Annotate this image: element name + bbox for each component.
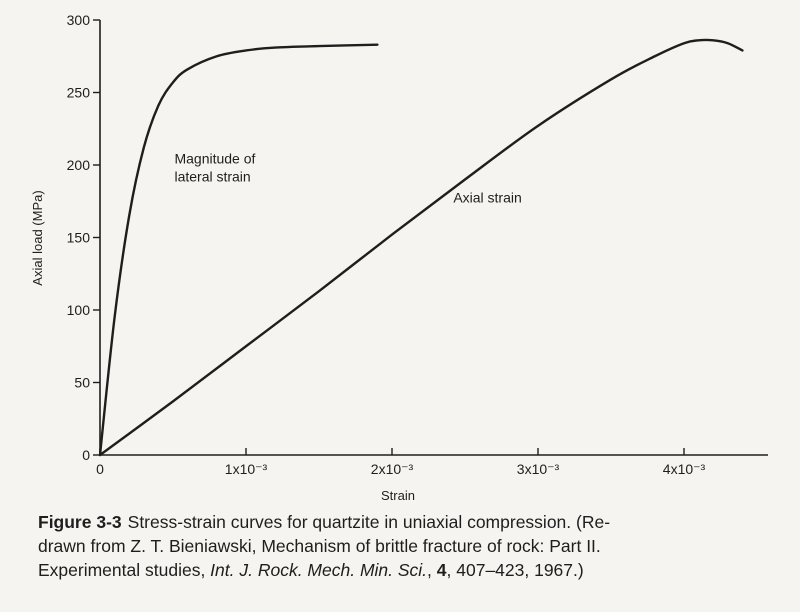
y-tick-label: 100	[67, 302, 91, 318]
journal-volume: 4	[436, 560, 447, 580]
y-axis-title: Axial load (MPa)	[30, 190, 45, 285]
figure-caption: Figure 3-3 Stress-strain curves for quart…	[38, 510, 778, 582]
x-tick-label: 1x10⁻³	[225, 461, 268, 477]
caption-line-3: Experimental studies, Int. J. Rock. Mech…	[38, 558, 778, 582]
caption-sep: ,	[427, 560, 437, 580]
x-axis-title: Strain	[381, 488, 415, 503]
series-layer	[98, 38, 744, 457]
caption-line-2: drawn from Z. T. Bieniawski, Mechanism o…	[38, 534, 778, 558]
axes: 0 50 100 150 200 250 300 0 1x10⁻³ 2x10⁻³ 3x10⁻³ 4x1…	[67, 12, 768, 477]
annotation-line: Axial strain	[453, 190, 521, 206]
annotation-layer: Magnitude of lateral strain Axial strain	[174, 151, 521, 206]
y-tick-label: 200	[67, 157, 91, 173]
series-axial-strain-curve	[98, 38, 744, 457]
caption-line-1: Figure 3-3 Stress-strain curves for quart…	[38, 510, 778, 534]
y-tick-label: 50	[74, 375, 90, 391]
y-tick-label: 300	[67, 12, 91, 28]
annotation-line: Magnitude of	[174, 151, 255, 167]
x-tick-label: 4x10⁻³	[663, 461, 706, 477]
caption-text-3b: , 407–423, 1967.)	[446, 560, 584, 580]
series-magnitude-of-lateral-strain-curve	[98, 43, 379, 457]
figure-label: Figure 3-3	[38, 512, 122, 532]
stress-strain-chart: 0 50 100 150 200 250 300 0 1x10⁻³ 2x10⁻³ 3x10⁻³ 4x1…	[30, 12, 768, 503]
x-tick-label: 3x10⁻³	[517, 461, 560, 477]
journal-name: Int. J. Rock. Mech. Min. Sci.	[210, 560, 428, 580]
y-tick-label: 150	[67, 230, 91, 246]
caption-text-3a: Experimental studies,	[38, 560, 211, 580]
caption-text-1: Stress-strain curves for quartzite in un…	[127, 512, 611, 532]
annotation-line: lateral strain	[174, 169, 250, 185]
y-tick-label: 250	[67, 85, 91, 101]
x-tick-label: 0	[96, 461, 104, 477]
annotation-1: Axial strain	[453, 190, 521, 206]
annotation-0: Magnitude of lateral strain	[174, 151, 255, 185]
caption-text-2: drawn from Z. T. Bieniawski, Mechanism o…	[38, 536, 601, 556]
y-tick-label: 0	[82, 447, 90, 463]
x-tick-label: 2x10⁻³	[371, 461, 414, 477]
